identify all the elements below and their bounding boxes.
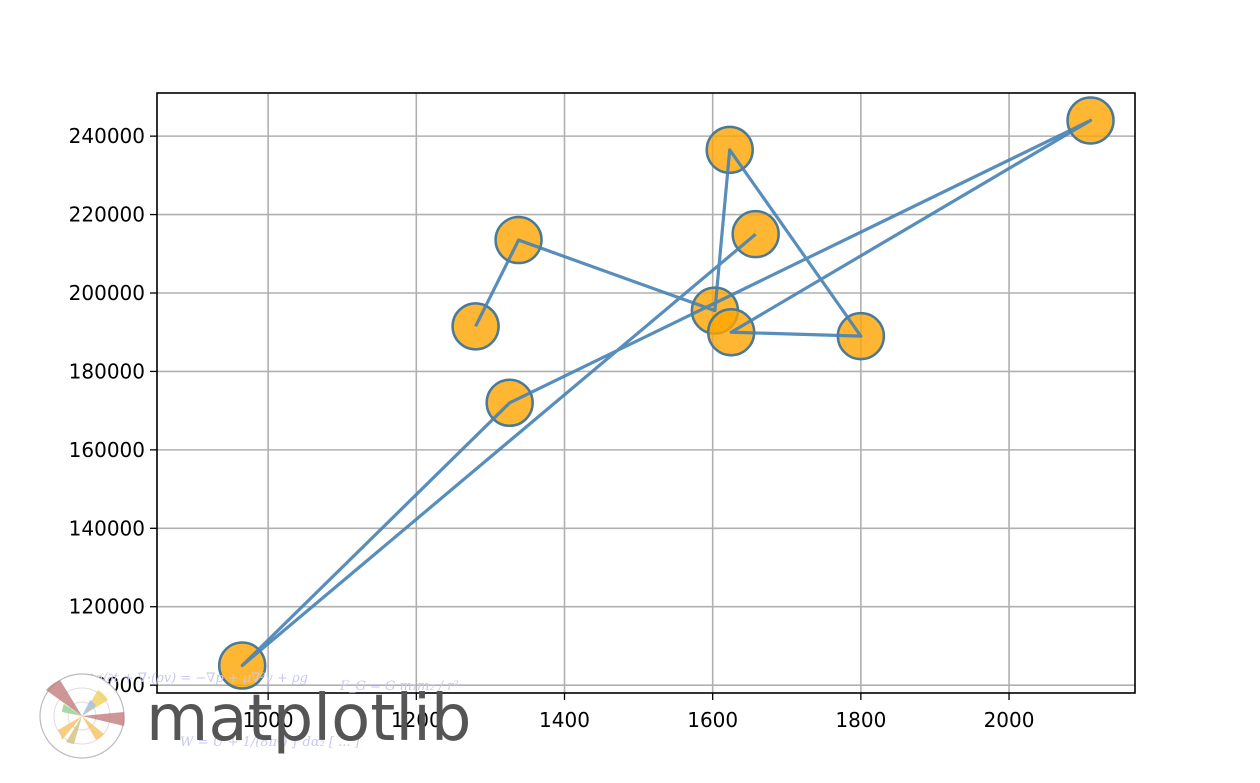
- watermark-wordmark: matplotlib: [146, 682, 472, 756]
- x-tick-label: 1800: [835, 708, 886, 732]
- y-tick-label: 120000: [69, 595, 145, 619]
- y-tick-label: 160000: [69, 438, 145, 462]
- watermark-formula-mid: F_G = G m₁m₂ / r²: [339, 679, 459, 694]
- x-tick-label: 1600: [687, 708, 738, 732]
- y-tick-label: 200000: [69, 281, 145, 305]
- x-tick-label: 1400: [539, 708, 590, 732]
- y-tick-label: 240000: [69, 124, 145, 148]
- matplotlib-logo-watermark: ∂ρ/∂t + ∇·(ρv) = −∇p + μ∇²v + ρg F_G = G…: [39, 671, 472, 759]
- x-tick-label: 1200: [391, 708, 442, 732]
- polar-plot-icon: [39, 673, 125, 759]
- axes-frame: [156, 92, 1136, 694]
- y-tick-label: 180000: [69, 359, 145, 383]
- data-series: [217, 96, 1115, 690]
- axis-ticks: 1000120014001600180020001000001200001400…: [69, 124, 1035, 732]
- x-tick-label: 2000: [984, 708, 1035, 732]
- x-tick-label: 1000: [243, 708, 294, 732]
- y-tick-label: 140000: [69, 516, 145, 540]
- y-tick-label: 220000: [69, 203, 145, 227]
- series-line: [240, 118, 1093, 668]
- watermark-formula-top: ∂ρ/∂t + ∇·(ρv) = −∇p + μ∇²v + ρg: [88, 671, 308, 686]
- watermark-formula-bottom: W = U + 1/(8π²) ∫ dα₂ [ ... ]: [180, 735, 361, 750]
- data-point-marker: [731, 209, 780, 259]
